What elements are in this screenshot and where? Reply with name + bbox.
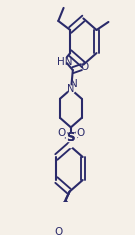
Text: O: O: [55, 227, 63, 235]
Text: O: O: [81, 62, 89, 72]
Text: O: O: [58, 128, 66, 138]
Text: N: N: [67, 84, 75, 94]
Text: N: N: [70, 79, 77, 89]
Text: O: O: [76, 128, 84, 138]
Text: S: S: [67, 131, 75, 144]
Text: S: S: [67, 131, 75, 144]
Text: HN: HN: [57, 57, 73, 67]
